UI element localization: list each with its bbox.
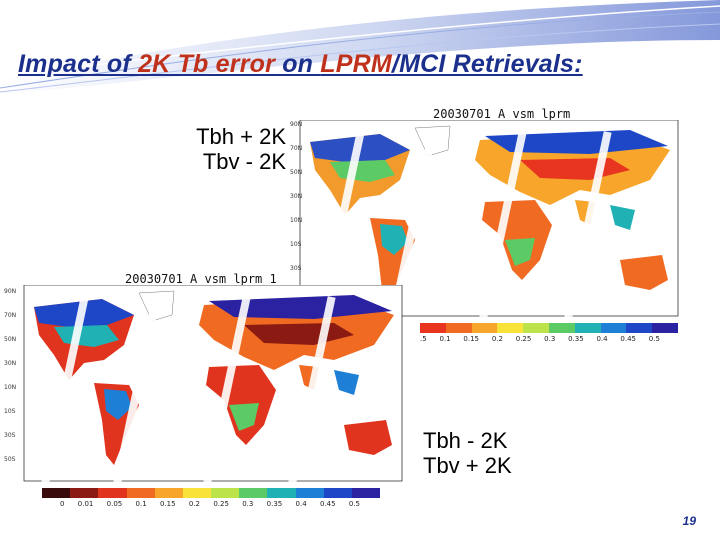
tick-label: 0.1 — [135, 500, 147, 508]
bottom-colorbar-ticks: 0 0.01 0.05 0.1 0.15 0.2 0.25 0.3 0.35 0… — [60, 500, 360, 508]
svg-text:30N: 30N — [4, 360, 16, 367]
tick-label: 0.35 — [568, 335, 584, 343]
svg-text:50N: 50N — [290, 169, 302, 176]
tick-label: 0.3 — [242, 500, 254, 508]
bottom-colorbar-swatch — [351, 488, 381, 498]
svg-text:10S: 10S — [290, 241, 302, 248]
slide-title: Impact of 2K Tb error on LPRM/MCI Retrie… — [18, 50, 583, 78]
top-colorbar-swatch — [471, 323, 498, 333]
tick-label: 0.05 — [106, 500, 123, 508]
tick-label: 0.4 — [295, 500, 307, 508]
tick-label: .5 — [420, 335, 427, 343]
top-colorbar — [420, 323, 678, 333]
tick-label: 0.45 — [620, 335, 636, 343]
svg-text:30S: 30S — [290, 265, 302, 272]
svg-text:30S: 30S — [4, 432, 16, 439]
bottom-colorbar-swatch — [70, 488, 99, 498]
tick-label: 0.1 — [439, 335, 451, 343]
tick-label: 0.25 — [515, 335, 532, 343]
top-colorbar-swatch — [445, 323, 472, 333]
bottom-colorbar-swatch — [154, 488, 183, 498]
tick-label: 0.25 — [213, 500, 229, 508]
tick-label: 0 — [60, 500, 65, 508]
top-colorbar-ticks: .5 0.1 0.15 0.2 0.25 0.3 0.35 0.4 0.45 0… — [420, 335, 660, 343]
svg-text:50N: 50N — [4, 336, 16, 343]
bottom-colorbar — [42, 488, 381, 498]
top-colorbar-swatch — [420, 323, 446, 333]
svg-text:90N: 90N — [290, 121, 302, 128]
bottom-colorbar-swatch — [126, 488, 155, 498]
svg-text:70N: 70N — [290, 145, 302, 152]
bottom-colorbar-swatch — [42, 488, 71, 498]
svg-text:10N: 10N — [4, 384, 16, 391]
tick-label: 0.3 — [544, 335, 556, 343]
top-colorbar-swatch — [626, 323, 653, 333]
tick-label: 0.5 — [648, 335, 660, 343]
top-map-label: Tbh + 2K Tbv - 2K — [196, 124, 286, 174]
top-colorbar-swatch — [600, 323, 627, 333]
header-swoosh — [0, 0, 720, 95]
tick-label: 0.35 — [266, 500, 283, 508]
bottom-map-label: Tbh - 2K Tbv + 2K — [423, 428, 512, 478]
svg-text:30N: 30N — [290, 193, 302, 200]
bottom-world-map: 90N 70N 50N 30N 10N 10S 30S 50S — [4, 285, 403, 484]
tick-label: 0.15 — [159, 500, 176, 508]
tick-label: 0.2 — [491, 335, 503, 343]
bottom-colorbar-swatch — [182, 488, 212, 498]
svg-text:10N: 10N — [290, 217, 302, 224]
tick-label: 0.5 — [348, 500, 360, 508]
top-colorbar-swatch — [548, 323, 575, 333]
tick-label: 0.15 — [463, 335, 480, 343]
svg-text:50S: 50S — [4, 456, 16, 463]
bottom-colorbar-swatch — [295, 488, 324, 498]
tick-label: 0.2 — [188, 500, 201, 508]
svg-text:10S: 10S — [4, 408, 16, 415]
svg-text:70N: 70N — [4, 312, 16, 319]
tick-label: 0.45 — [319, 500, 336, 508]
tick-label: 0.4 — [596, 335, 608, 343]
top-colorbar-swatch — [574, 323, 601, 333]
svg-text:90N: 90N — [4, 288, 16, 295]
top-colorbar-swatch — [497, 323, 524, 333]
bottom-map-title: 20030701_A vsm_lprm_1 — [125, 272, 277, 286]
bottom-colorbar-swatch — [239, 488, 268, 498]
bottom-colorbar-swatch — [211, 488, 240, 498]
top-map-title: 20030701_A vsm_lprm — [433, 107, 571, 121]
top-colorbar-swatch — [523, 323, 549, 333]
top-colorbar-swatch — [652, 323, 678, 333]
tick-label: 0.01 — [77, 500, 94, 508]
bottom-colorbar-swatch — [323, 488, 352, 498]
page-number: 19 — [682, 514, 696, 528]
bottom-colorbar-swatch — [267, 488, 296, 498]
bottom-colorbar-swatch — [98, 488, 127, 498]
